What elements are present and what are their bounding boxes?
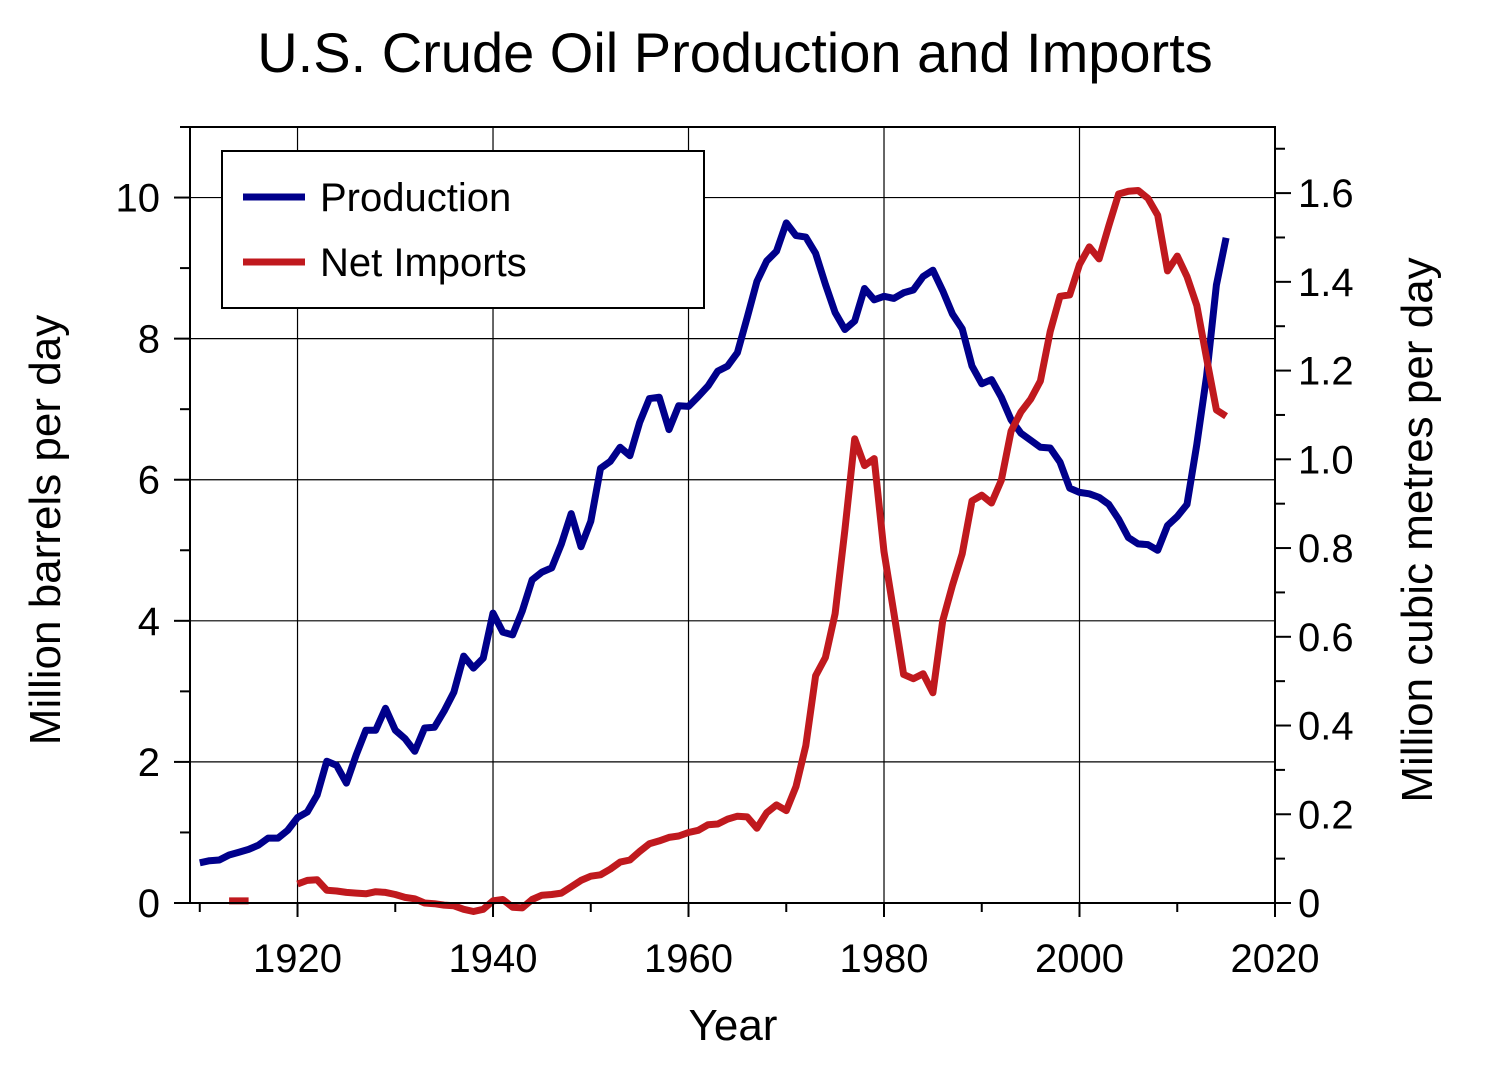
y-tick-label: 6	[138, 459, 160, 503]
y2-tick-label: 0.8	[1298, 527, 1354, 571]
y-tick-label: 0	[138, 882, 160, 926]
x-tick-label: 2000	[1035, 937, 1124, 981]
y2-axis-label: Million cubic metres per day	[1393, 257, 1442, 802]
legend-label-production: Production	[320, 176, 511, 220]
y2-tick-label: 1.4	[1298, 261, 1354, 305]
y-tick-label: 10	[116, 177, 161, 221]
y2-tick-label: 0.4	[1298, 705, 1354, 749]
x-tick-label: 1920	[253, 937, 342, 981]
legend: Production Net Imports	[221, 150, 705, 309]
legend-label-net-imports: Net Imports	[320, 241, 527, 285]
y2-tick-label: 0	[1298, 882, 1320, 926]
plot-frame	[189, 126, 1276, 904]
y-tick-label: 8	[138, 318, 160, 362]
y2-tick-label: 1.6	[1298, 172, 1354, 216]
x-tick-label: 2020	[1231, 937, 1320, 981]
x-tick-label: 1960	[644, 937, 733, 981]
x-tick-label: 1940	[449, 937, 538, 981]
y-tick-label: 2	[138, 741, 160, 785]
x-axis-label: Year	[689, 1001, 778, 1050]
series-lines	[199, 187, 1230, 915]
y2-tick-label: 1.2	[1298, 350, 1354, 394]
legend-box	[221, 150, 705, 309]
y2-tick-label: 0.2	[1298, 793, 1354, 837]
y2-tick-label: 0.6	[1298, 616, 1354, 660]
series-line-production	[199, 219, 1230, 867]
series-line-net-imports-1	[296, 187, 1229, 915]
y-tick-label: 4	[138, 600, 160, 644]
chart-title: U.S. Crude Oil Production and Imports	[257, 21, 1213, 84]
y-axis-label: Million barrels per day	[21, 315, 70, 745]
axis-ticks: 1920 1940 1960 1980 2000 2020 0 2 4 6 8 10 0 0.2 0.4 0.…	[116, 126, 1354, 981]
y2-tick-label: 1.0	[1298, 438, 1354, 482]
x-tick-label: 1980	[840, 937, 929, 981]
